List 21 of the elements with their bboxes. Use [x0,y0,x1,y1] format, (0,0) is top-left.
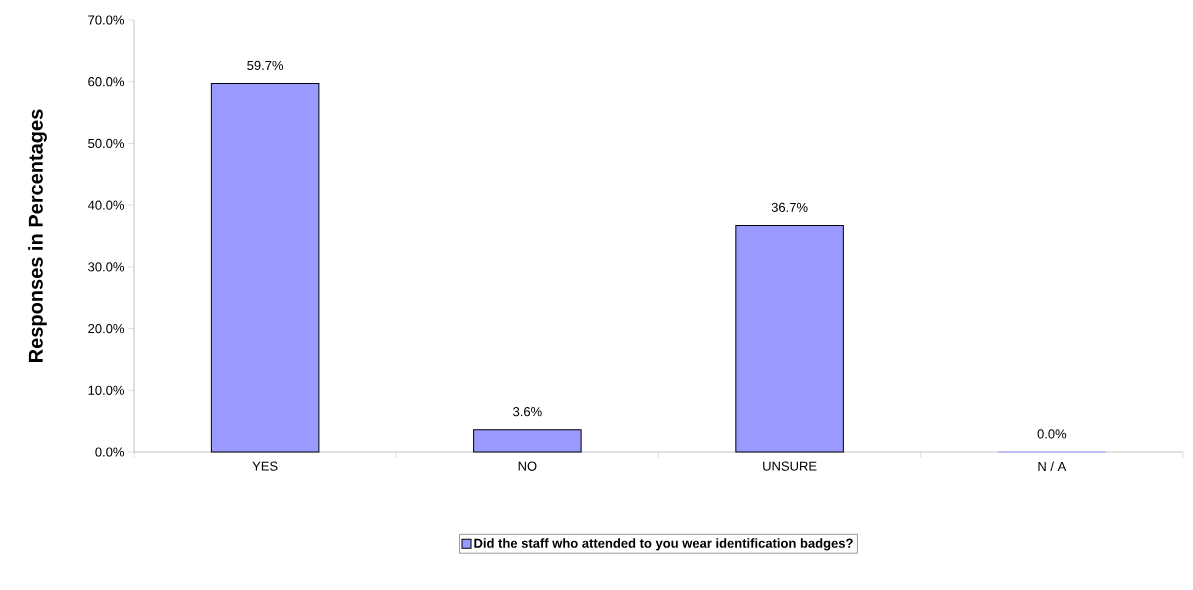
bar [473,429,582,453]
y-tick-label: 10.0% [88,385,125,395]
y-tick-label: 60.0% [88,77,125,87]
x-tick-label: N / A [1038,461,1067,472]
data-label: 3.6% [513,407,542,417]
y-tick-label: 70.0% [88,15,125,25]
y-tick-label: 30.0% [88,262,125,272]
data-label: 59.7% [247,60,284,71]
bar [210,83,320,453]
y-tick-label: 40.0% [87,200,125,210]
bar [735,225,844,453]
x-tick-label: NO [518,461,537,471]
data-label: 36.7% [771,202,808,212]
x-tick-label: YES [252,461,278,471]
y-axis-title: Responses in Percentages [28,109,47,362]
data-label: 0.0% [1037,429,1067,439]
y-tick-label: 50.0% [88,138,125,149]
y-tick-label: 0.0% [95,447,125,457]
legend-label: Did the staff who attended to you wear identification badges? [474,538,853,551]
x-tick-label: UNSURE [763,461,817,471]
y-tick-label: 20.0% [88,323,125,334]
